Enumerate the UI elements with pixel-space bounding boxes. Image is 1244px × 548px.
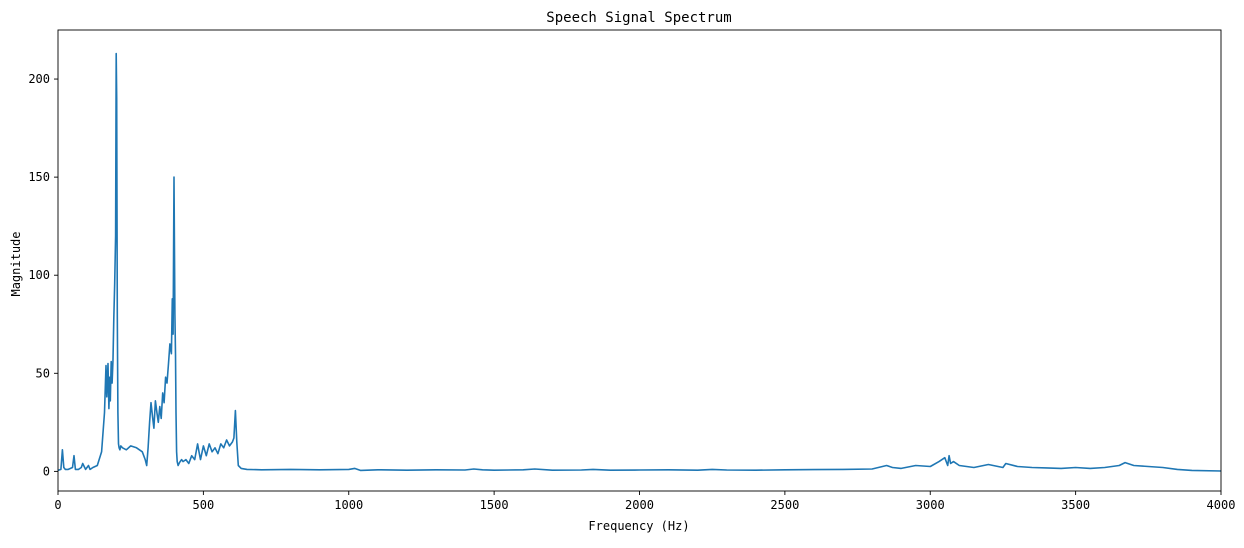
x-tick-label: 0 [54, 498, 61, 512]
y-tick-label: 50 [36, 366, 50, 380]
x-tick-label: 4000 [1207, 498, 1236, 512]
y-tick-label: 0 [43, 464, 50, 478]
x-tick-label: 3500 [1061, 498, 1090, 512]
y-tick-label: 100 [28, 268, 50, 282]
plot-frame [57, 29, 1222, 492]
x-tick-label: 3000 [916, 498, 945, 512]
y-axis-ticks: 0 50 100 150 200 [28, 72, 58, 478]
x-tick-label: 1500 [480, 498, 509, 512]
x-tick-label: 500 [193, 498, 215, 512]
plot-area [57, 29, 1222, 492]
x-tick-label: 1000 [334, 498, 363, 512]
y-tick-label: 150 [28, 170, 50, 184]
series-line-0 [57, 52, 1222, 472]
x-tick-label: 2500 [770, 498, 799, 512]
y-axis-label: Magnitude [9, 231, 23, 296]
x-axis-label: Frequency (Hz) [588, 519, 689, 533]
y-tick-label: 200 [28, 72, 50, 86]
chart-title: Speech Signal Spectrum [546, 10, 731, 26]
x-tick-label: 2000 [625, 498, 654, 512]
x-axis-ticks: 0 500 1000 1500 2000 2500 3000 3500 4000 [54, 491, 1235, 512]
